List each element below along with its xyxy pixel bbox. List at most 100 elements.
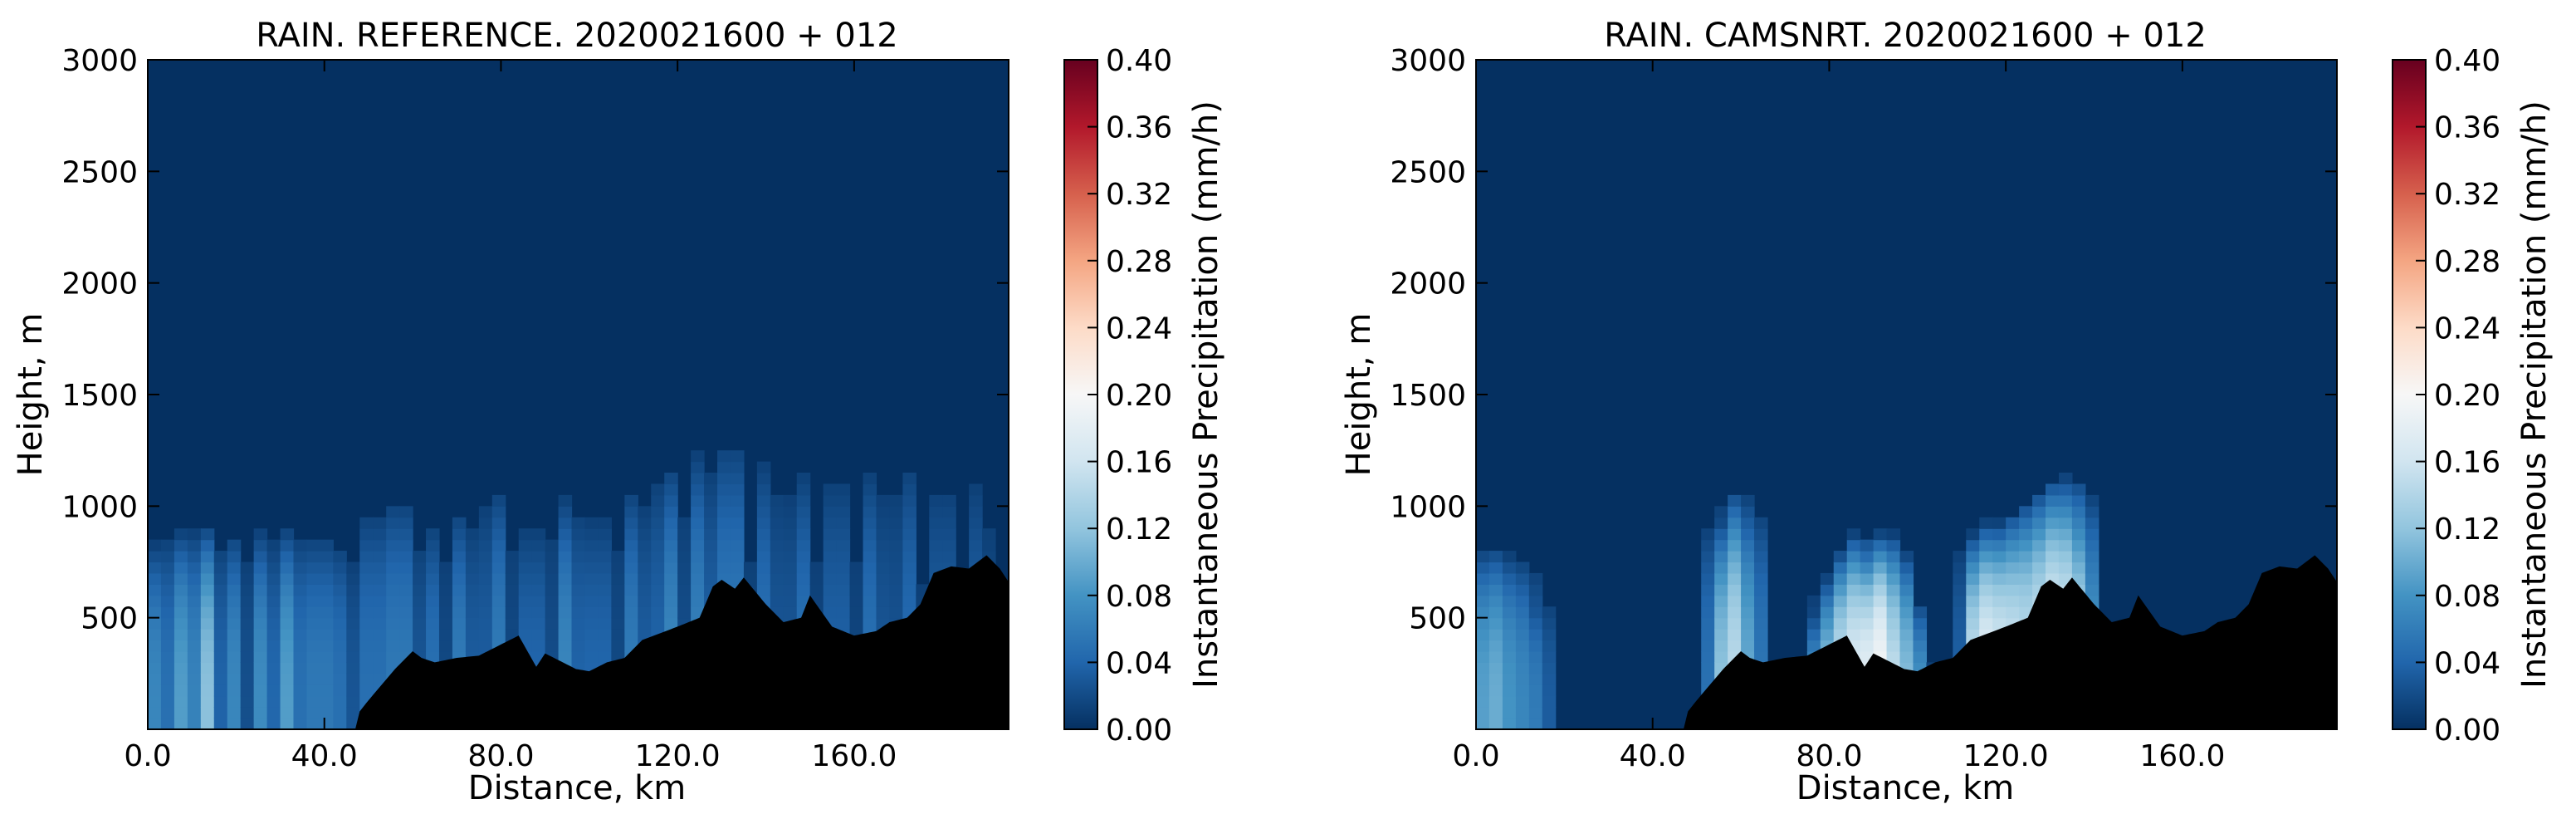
rain-cell: [1833, 572, 1848, 585]
rain-cell: [1966, 551, 1980, 563]
rain-cell: [386, 606, 400, 619]
rain-cell: [863, 517, 877, 529]
rain-cell: [148, 539, 162, 552]
rain-cell: [664, 595, 678, 607]
rain-cell: [929, 517, 943, 529]
rain-cell: [293, 640, 308, 652]
rain-cell: [783, 539, 798, 552]
rain-cell: [266, 673, 281, 685]
rain-cell: [889, 606, 903, 619]
rain-cell: [399, 539, 413, 552]
rain-cell: [2058, 528, 2073, 541]
rain-cell: [266, 551, 281, 563]
rain-cell: [174, 606, 188, 619]
rain-cell: [598, 572, 612, 585]
x-axis-label: Distance, km: [468, 769, 686, 807]
rain-cell: [293, 650, 308, 663]
rain-cell: [677, 517, 692, 529]
rain-cell: [1542, 640, 1557, 652]
rain-cell: [320, 684, 334, 697]
colorbar-tick-label: 0.12: [2434, 512, 2500, 547]
rain-cell: [174, 640, 188, 652]
rain-cell: [426, 562, 440, 574]
rain-cell: [399, 584, 413, 596]
rain-cell: [240, 595, 255, 607]
rain-cell: [1846, 562, 1861, 574]
rain-cell: [1502, 718, 1517, 730]
rain-cell: [783, 506, 798, 518]
rain-cell: [902, 494, 917, 507]
rain-cell: [174, 595, 188, 607]
rain-cell: [253, 528, 268, 541]
rain-cell: [187, 684, 202, 697]
rain-cell: [306, 695, 320, 708]
rain-cell: [783, 595, 798, 607]
rain-cell: [266, 684, 281, 697]
rain-cell: [756, 517, 771, 529]
rain-cell: [518, 584, 533, 596]
rain-cell: [280, 650, 295, 663]
rain-cell: [836, 506, 851, 518]
rain-cell: [1741, 539, 1755, 552]
rain-cell: [320, 584, 334, 596]
rain-cell: [1502, 662, 1517, 674]
rain-cell: [1714, 517, 1728, 529]
rain-cell: [452, 640, 467, 652]
rain-cell: [756, 506, 771, 518]
rain-cell: [491, 517, 506, 529]
rain-cell: [545, 606, 560, 619]
rain-cell: [756, 473, 771, 485]
rain-cell: [478, 506, 493, 518]
rain-cell: [386, 617, 400, 630]
rain-cell: [213, 684, 228, 697]
x-tick-label: 40.0: [291, 739, 358, 773]
colorbar-tick-label: 0.16: [2434, 446, 2500, 480]
rain-cell: [227, 551, 242, 563]
rain-cell: [1873, 572, 1888, 585]
rain-cell: [160, 650, 175, 663]
rain-cell: [253, 562, 268, 574]
rain-cell: [969, 517, 983, 529]
rain-cell: [1754, 528, 1768, 541]
rain-cell: [1476, 684, 1490, 697]
rain-cell: [213, 662, 228, 674]
rain-cell: [1966, 617, 1980, 630]
rain-cell: [1992, 528, 2007, 541]
rain-cell: [333, 617, 347, 630]
rain-cell: [227, 606, 242, 619]
rain-cell: [677, 528, 692, 541]
rain-cell: [491, 595, 506, 607]
rain-cell: [240, 562, 255, 574]
rain-cell: [478, 528, 493, 541]
rain-cell: [333, 562, 347, 574]
rain-cell: [333, 684, 347, 697]
rain-cell: [863, 562, 877, 574]
rain-cell: [1488, 650, 1503, 663]
rain-cell: [227, 562, 242, 574]
rain-cell: [717, 494, 731, 507]
rain-cell: [598, 629, 612, 641]
rain-cell: [1846, 629, 1861, 641]
rain-cell: [1899, 562, 1914, 574]
chart-camsnrt: RAIN. CAMSNRT. 2020021600 + 012 0.0 40.0 8…: [1340, 17, 2554, 807]
rain-cell: [929, 562, 943, 574]
rain-cell: [558, 584, 573, 596]
rain-cell: [320, 695, 334, 708]
rain-cell: [491, 606, 506, 619]
rain-cell: [1833, 617, 1848, 630]
rain-cell: [611, 629, 625, 641]
chart-title: RAIN. REFERENCE. 2020021600 + 012: [256, 17, 897, 55]
rain-cell: [386, 629, 400, 641]
rain-cell: [756, 572, 771, 585]
rain-cell: [691, 528, 705, 541]
rain-cell: [1953, 606, 1967, 619]
rain-cell: [717, 562, 731, 574]
rain-cell: [756, 584, 771, 596]
rain-cell: [863, 528, 877, 541]
rain-cell: [730, 562, 745, 574]
rain-cell: [2071, 517, 2086, 529]
rain-cell: [333, 707, 347, 719]
rain-cell: [1754, 595, 1768, 607]
rain-cell: [929, 539, 943, 552]
rain-cell: [266, 584, 281, 596]
